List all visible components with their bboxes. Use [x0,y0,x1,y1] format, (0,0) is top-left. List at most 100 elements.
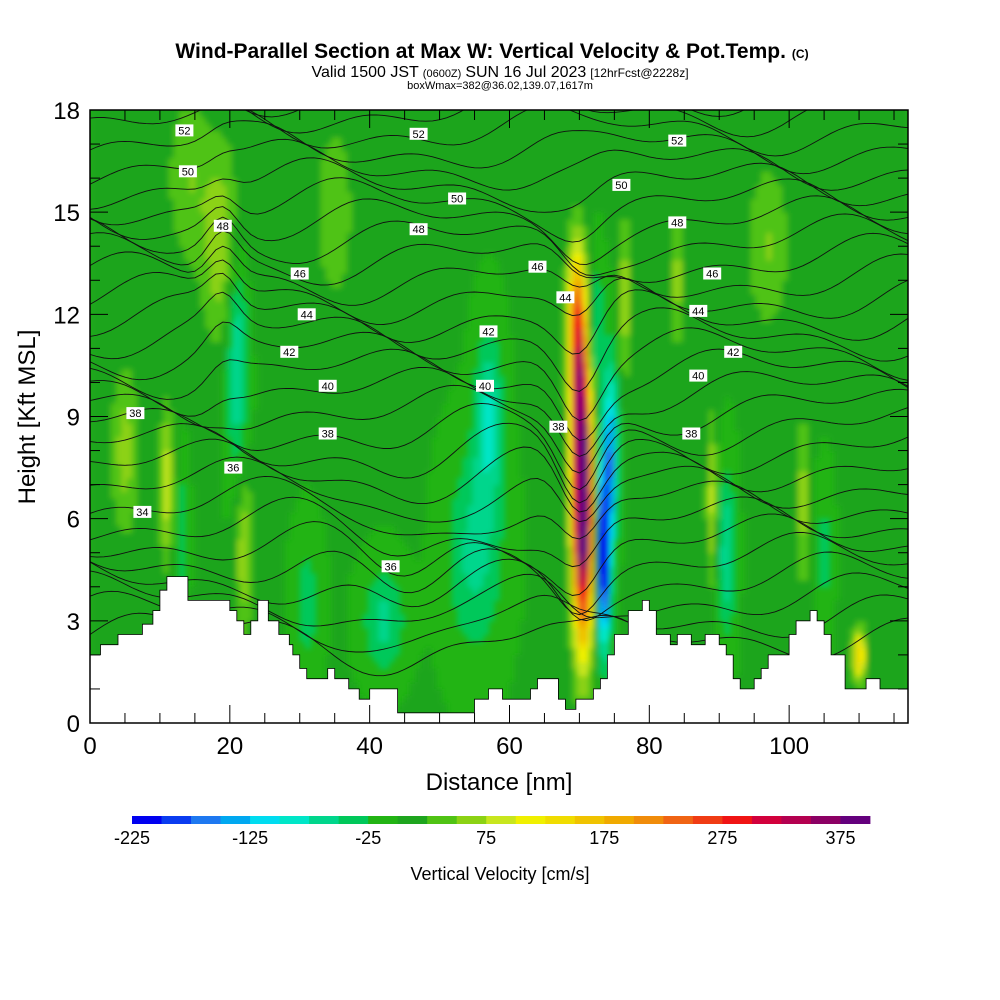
velocity-cell [357,212,364,220]
velocity-cell [346,430,353,438]
velocity-cell [310,198,317,206]
velocity-cell [142,532,149,540]
velocity-cell [210,552,217,561]
velocity-cell [179,539,185,547]
velocity-cell [268,225,275,234]
velocity-cell [205,246,212,254]
velocity-cell [367,293,374,302]
velocity-cell [126,184,133,193]
velocity-cell [200,191,206,200]
velocity-cell [399,389,406,397]
velocity-cell [352,205,359,213]
velocity-cell [121,280,128,288]
velocity-cell [367,491,374,499]
velocity-cell [205,362,212,370]
velocity-cell [378,293,385,302]
velocity-cell [378,600,385,608]
velocity-cell [388,607,395,615]
velocity-cell [158,464,165,472]
velocity-cell [388,218,395,227]
velocity-cell [409,416,416,424]
velocity-cell [399,137,406,145]
velocity-cell [252,334,259,343]
velocity-cell [404,287,411,295]
velocity-cell [236,307,243,315]
velocity-cell [325,341,332,349]
velocity-cell [131,321,138,329]
velocity-cell [242,382,248,390]
velocity-cell [362,307,369,315]
velocity-cell [163,164,170,172]
velocity-cell [383,518,390,527]
velocity-cell [163,457,170,465]
velocity-cell [388,225,395,234]
velocity-cell [320,246,327,254]
velocity-cell [95,116,102,125]
velocity-cell [257,573,264,581]
velocity-cell [163,484,170,493]
velocity-cell [247,593,254,601]
velocity-cell [378,307,385,315]
velocity-cell [289,498,296,506]
velocity-cell [189,327,196,336]
velocity-cell [399,477,406,486]
velocity-cell [194,321,201,329]
velocity-cell [163,362,170,370]
velocity-cell [247,464,254,472]
velocity-cell [383,511,390,520]
velocity-cell [294,430,301,438]
velocity-cell [331,116,338,125]
velocity-cell [116,246,123,254]
velocity-cell [325,266,332,275]
velocity-cell [163,389,170,397]
velocity-cell [362,110,369,118]
velocity-cell [294,130,301,138]
velocity-cell [367,212,374,220]
velocity-cell [294,334,301,343]
velocity-cell [268,280,275,288]
velocity-cell [304,430,311,438]
velocity-cell [315,443,322,452]
velocity-cell [252,198,259,206]
velocity-cell [189,184,196,193]
velocity-cell [268,300,275,309]
velocity-cell [205,171,212,179]
velocity-cell [278,402,285,411]
velocity-cell [257,375,264,384]
velocity-cell [331,661,338,670]
velocity-cell [210,348,217,356]
velocity-cell [247,532,254,540]
velocity-cell [404,470,411,479]
velocity-cell [137,566,144,574]
velocity-cell [394,423,400,431]
velocity-cell [121,409,128,418]
velocity-cell [152,191,159,200]
velocity-cell [341,368,348,377]
velocity-cell [346,368,353,377]
velocity-cell [200,273,206,281]
velocity-cell [126,144,133,152]
velocity-cell [352,532,359,540]
velocity-cell [163,116,170,125]
velocity-cell [331,634,338,642]
velocity-cell [336,409,343,418]
velocity-cell [257,205,264,213]
velocity-cell [320,232,327,241]
velocity-cell [126,225,133,234]
velocity-cell [394,470,400,479]
velocity-cell [142,314,149,322]
velocity-cell [357,511,364,520]
velocity-cell [116,341,123,349]
velocity-cell [231,137,238,145]
velocity-cell [131,532,138,540]
velocity-cell [341,566,348,574]
velocity-cell [383,416,390,424]
velocity-cell [236,198,243,206]
velocity-cell [394,484,400,493]
velocity-cell [273,436,280,445]
velocity-cell [200,443,206,452]
velocity-cell [205,259,212,268]
velocity-cell [205,409,212,418]
velocity-cell [362,239,369,247]
velocity-cell [357,171,364,179]
